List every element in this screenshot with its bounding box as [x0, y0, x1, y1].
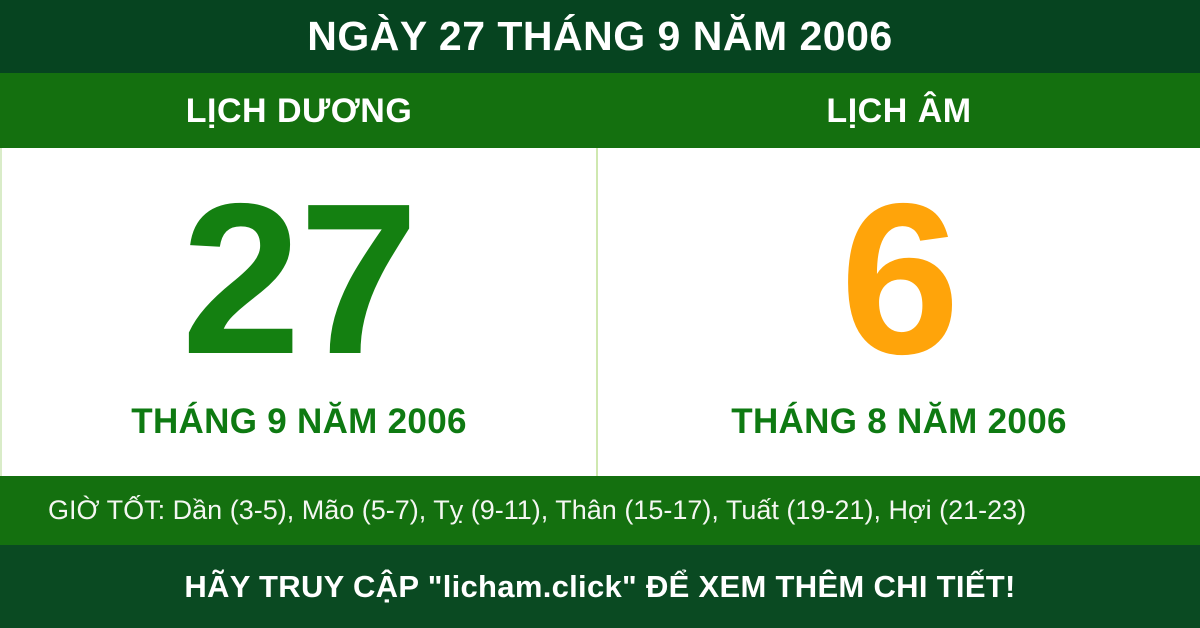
solar-calendar-label: LỊCH DƯƠNG [185, 91, 413, 130]
solar-month-year: THÁNG 9 NĂM 2006 [131, 402, 467, 442]
lunar-panel: 6 THÁNG 8 NĂM 2006 [598, 148, 1200, 476]
page-title: NGÀY 27 THÁNG 9 NĂM 2006 [307, 13, 893, 59]
lunar-calendar-label: LỊCH ÂM [826, 91, 972, 130]
solar-panel: 27 THÁNG 9 NĂM 2006 [2, 148, 598, 476]
lunar-day-number: 6 [840, 157, 960, 399]
column-heading-lunar: LỊCH ÂM [598, 73, 1200, 148]
column-headings-bar: LỊCH DƯƠNG LỊCH ÂM [0, 73, 1200, 148]
column-heading-solar: LỊCH DƯƠNG [0, 73, 598, 148]
footer-call-to-action: HÃY TRUY CẬP "licham.click" ĐỂ XEM THÊM … [184, 569, 1016, 604]
calendar-body: 27 THÁNG 9 NĂM 2006 6 THÁNG 8 NĂM 2006 [0, 148, 1200, 476]
good-hours-bar: GIỜ TỐT: Dần (3-5), Mão (5-7), Tỵ (9-11)… [0, 476, 1200, 545]
solar-day-number: 27 [181, 157, 418, 399]
good-hours-text: GIỜ TỐT: Dần (3-5), Mão (5-7), Tỵ (9-11)… [48, 495, 1027, 525]
header-bar: NGÀY 27 THÁNG 9 NĂM 2006 [0, 0, 1200, 73]
footer-banner: HÃY TRUY CẬP "licham.click" ĐỂ XEM THÊM … [0, 545, 1200, 628]
lunar-month-year: THÁNG 8 NĂM 2006 [731, 402, 1067, 442]
